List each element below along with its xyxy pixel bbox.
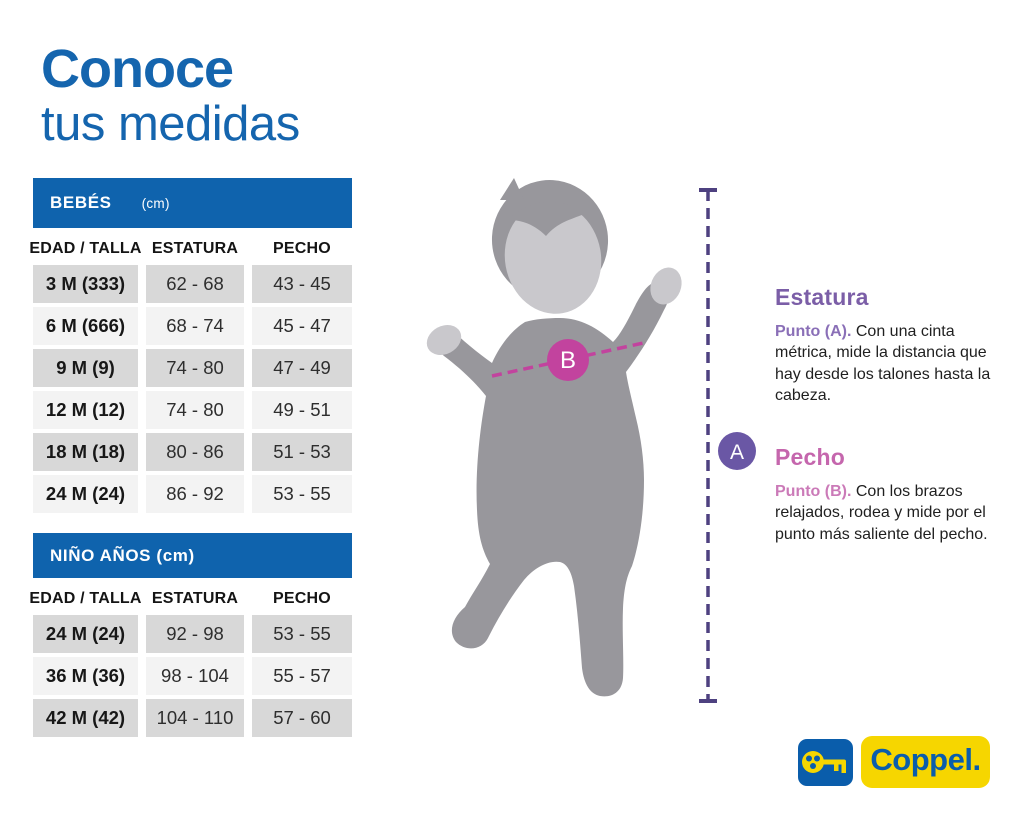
column-header-pecho: PECHO [273,590,331,607]
table-row: 42 M (42) 104 - 110 57 - 60 [33,699,352,737]
pecho-description: Pecho Punto (B). Con los brazos relajado… [775,444,995,545]
cell-pecho: 55 - 57 [252,657,352,695]
table-row: 12 M (12) 74 - 80 49 - 51 [33,391,352,429]
cell-estatura: 98 - 104 [146,657,244,695]
table-row: 36 M (36) 98 - 104 55 - 57 [33,657,352,695]
cell-estatura: 86 - 92 [146,475,244,513]
table-nino-column-headers: EDAD / TALLA ESTATURA PECHO [29,587,352,611]
column-header-edad-talla: EDAD / TALLA [29,240,142,257]
table-row: 3 M (333) 62 - 68 43 - 45 [33,265,352,303]
cell-edad: 6 M (666) [33,307,138,345]
cell-pecho: 47 - 49 [252,349,352,387]
column-header-estatura: ESTATURA [151,240,239,257]
cell-edad: 12 M (12) [33,391,138,429]
table-bebes-title-bar: BEBÉS (cm) [33,178,352,228]
page-title-line1: Conoce [41,39,234,99]
cell-pecho: 53 - 55 [252,475,352,513]
table-bebes-unit: (cm) [141,195,170,211]
cell-estatura: 104 - 110 [146,699,244,737]
cell-edad: 18 M (18) [33,433,138,471]
cell-estatura: 80 - 86 [146,433,244,471]
cell-pecho: 51 - 53 [252,433,352,471]
column-header-edad-talla: EDAD / TALLA [29,590,142,607]
coppel-wordmark: Coppel. [870,742,981,777]
cell-estatura: 92 - 98 [146,615,244,653]
cell-pecho: 49 - 51 [252,391,352,429]
table-nino-title: NIÑO AÑOS (cm) [50,545,195,565]
table-bebes-title: BEBÉS [50,193,112,212]
page-title-line2: tus medidas [41,97,300,152]
cell-pecho: 45 - 47 [252,307,352,345]
cell-pecho: 53 - 55 [252,615,352,653]
estatura-description: Estatura Punto (A). Con una cinta métric… [775,284,995,406]
baby-right-hand [650,267,682,305]
table-nino-title-bar: NIÑO AÑOS (cm) [33,533,352,578]
cell-pecho: 57 - 60 [252,699,352,737]
baby-face [504,202,602,314]
baby-hair-fringe [508,201,584,236]
cell-edad: 42 M (42) [33,699,138,737]
coppel-logo: Coppel. [798,736,990,788]
cell-estatura: 68 - 74 [146,307,244,345]
column-header-pecho: PECHO [273,240,331,257]
table-row: 18 M (18) 80 - 86 51 - 53 [33,433,352,471]
cell-estatura: 74 - 80 [146,349,244,387]
coppel-wordmark-box: Coppel. [861,736,990,788]
baby-left-hand [426,325,462,355]
cell-pecho: 43 - 45 [252,265,352,303]
table-row: 9 M (9) 74 - 80 47 - 49 [33,349,352,387]
table-bebes-column-headers: EDAD / TALLA ESTATURA PECHO [29,237,352,261]
baby-hair-tuft [500,178,524,200]
key-icon [802,750,846,773]
badge-b-circle [547,339,589,381]
badge-b-letter: B [560,347,576,374]
page-title: Conoce tus medidas [41,39,300,152]
badge-a-circle [718,432,756,470]
cell-edad: 3 M (333) [33,265,138,303]
cell-estatura: 74 - 80 [146,391,244,429]
estatura-text: Punto (A). Con una cinta métrica, mide l… [775,321,995,406]
pecho-text: Punto (B). Con los brazos relajados, rod… [775,481,995,545]
baby-measurement-diagram: B A [420,170,770,720]
baby-body-silhouette [436,281,669,697]
table-nino-anos: NIÑO AÑOS (cm) EDAD / TALLA ESTATURA PEC… [29,533,352,737]
cell-edad: 24 M (24) [33,475,138,513]
punto-b-label: Punto (B). [775,483,852,500]
cell-edad: 9 M (9) [33,349,138,387]
cell-estatura: 62 - 68 [146,265,244,303]
baby-silhouette-illustration: B A [426,178,756,703]
column-header-estatura: ESTATURA [151,590,239,607]
cell-edad: 24 M (24) [33,615,138,653]
coppel-key-icon [798,738,853,786]
estatura-heading: Estatura [775,284,869,310]
cell-edad: 36 M (36) [33,657,138,695]
table-bebes: BEBÉS (cm) EDAD / TALLA ESTATURA PECHO 3… [29,178,352,513]
punto-b-body: Con los brazos relajados, rodea y mide p… [775,483,988,543]
table-row: 24 M (24) 92 - 98 53 - 55 [33,615,352,653]
table-row: 6 M (666) 68 - 74 45 - 47 [33,307,352,345]
table-row: 24 M (24) 86 - 92 53 - 55 [33,475,352,513]
punto-a-label: Punto (A). [775,323,852,340]
badge-a-letter: A [730,441,744,464]
chest-measure-line [491,340,649,378]
punto-a-body: Con una cinta métrica, mide la distancia… [775,323,991,404]
pecho-heading: Pecho [775,444,846,470]
